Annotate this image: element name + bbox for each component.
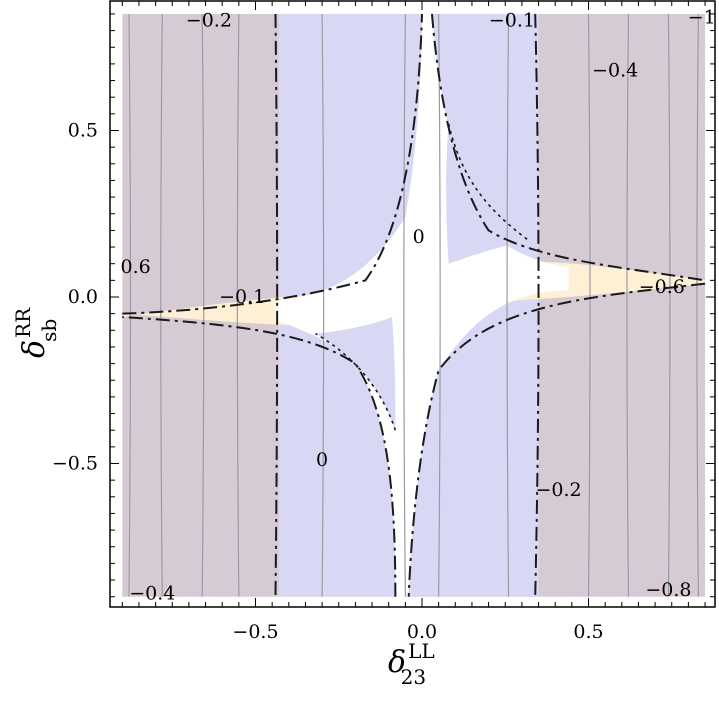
- contour-line: [696, 13, 699, 597]
- boundary-upper-left: [122, 13, 423, 315]
- boundary-left: [274, 13, 279, 597]
- y-tick-label: 0.5: [68, 120, 98, 142]
- contour-line: [201, 13, 205, 597]
- contour-label: −0.4: [592, 60, 638, 82]
- contour-label: 0: [316, 449, 328, 471]
- contour-lines: [128, 13, 699, 597]
- boundary-right: [534, 13, 540, 597]
- x-tick-label: 0.5: [573, 621, 603, 643]
- boundary-lower-left: [122, 315, 397, 597]
- contour-line: [587, 13, 591, 597]
- x-tick-label: 0.0: [407, 621, 437, 643]
- axes: −0.5 0.0 0.5 0.5 0.0 −0.5: [52, 0, 716, 643]
- contour-label: 0.6: [121, 256, 151, 278]
- boundary-inner-upper: [447, 123, 530, 242]
- y-axis-label: δRR sb: [11, 307, 61, 358]
- contour-label: −0.1: [489, 10, 535, 32]
- x-tick-label: −0.5: [232, 621, 278, 643]
- boundary-inner-lower: [315, 332, 397, 431]
- region-inner-lower: [315, 316, 396, 431]
- region-inner-upper: [446, 123, 529, 264]
- contour-line: [128, 13, 132, 597]
- contour-label: −0.2: [186, 10, 232, 32]
- plot-regions: [122, 13, 706, 597]
- contour-label: −0.6: [639, 276, 685, 298]
- contour-label: −0.4: [129, 582, 175, 604]
- contour-line: [321, 13, 325, 597]
- contour-labels: −0.2 −0.1 −1 −0.4 0 0.6 −0.1 −0.6 0 −0.2 −0.4 −0.8: [121, 6, 716, 604]
- contour-line: [236, 13, 240, 597]
- y-tick-label: −0.5: [52, 453, 98, 475]
- y-tick-label: 0.0: [68, 286, 98, 308]
- contour-label: −0.8: [645, 579, 691, 601]
- x-axis-label: δ LL 23: [388, 639, 435, 689]
- boundary-lower-right: [407, 282, 706, 597]
- contour-line: [403, 13, 406, 597]
- contour-line: [438, 13, 441, 597]
- contour-line: [667, 13, 671, 597]
- contour-label: −0.1: [219, 286, 265, 308]
- contour-line: [506, 13, 510, 597]
- contour-line: [626, 13, 630, 597]
- region-boundaries: [122, 13, 706, 597]
- boundary-upper-right: [430, 13, 706, 282]
- contour-label: 0: [413, 226, 425, 248]
- contour-label: −1: [688, 6, 716, 28]
- plot-frame: [109, 0, 716, 608]
- contour-label: −0.2: [535, 479, 581, 501]
- contour-line: [160, 13, 163, 597]
- region-allowed: [275, 13, 569, 597]
